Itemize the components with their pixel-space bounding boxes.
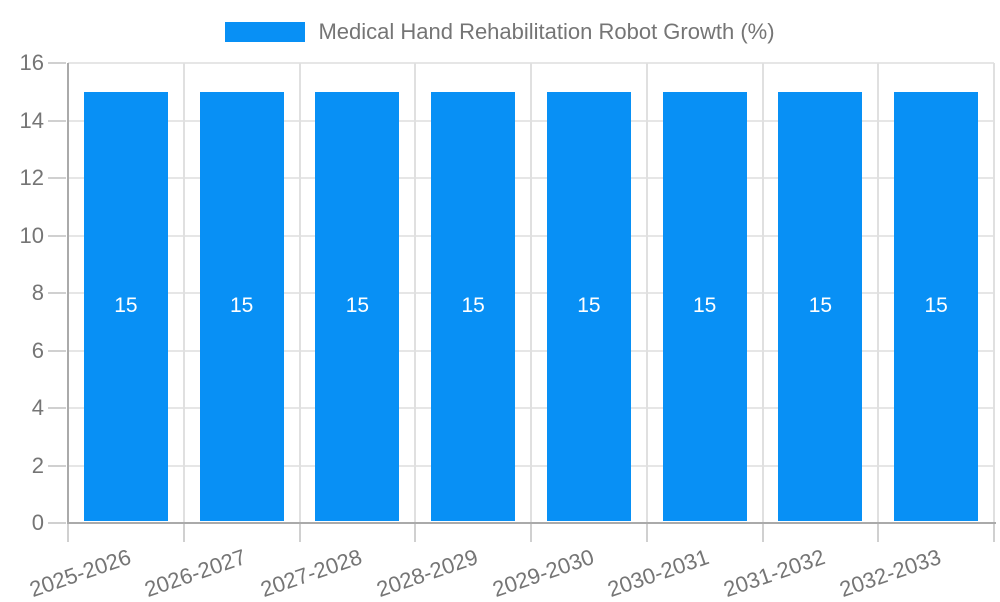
bar-value-label: 15 — [692, 294, 717, 318]
vertical-gridline — [993, 63, 995, 523]
x-axis-tick — [67, 523, 69, 542]
y-axis-tick — [48, 522, 66, 524]
bar[interactable]: 15 — [199, 91, 284, 521]
bar-value-label: 15 — [345, 294, 370, 318]
x-axis-tick — [877, 523, 880, 542]
bar[interactable]: 15 — [83, 91, 168, 521]
y-axis-tick — [48, 464, 66, 467]
y-axis-tick-label: 0 — [31, 510, 44, 535]
x-axis-tick — [645, 523, 648, 542]
x-axis-category-label: 2026-2027 — [141, 544, 250, 602]
bar[interactable]: 15 — [894, 91, 979, 521]
bar[interactable]: 15 — [778, 91, 863, 521]
bar[interactable]: 15 — [431, 91, 516, 521]
vertical-gridline — [414, 63, 417, 523]
y-axis-tick — [48, 292, 66, 294]
vertical-gridline — [645, 63, 648, 523]
y-axis-tick — [48, 407, 66, 409]
x-axis-category-label: 2030-2031 — [604, 544, 713, 602]
y-axis-tick — [48, 177, 66, 179]
bar-value-label: 15 — [461, 294, 485, 318]
y-axis-tick — [48, 119, 66, 122]
bar[interactable]: 15 — [315, 91, 400, 521]
x-axis-tick — [414, 523, 417, 542]
bar-value-label: 15 — [808, 294, 833, 318]
y-axis-tick-label: 12 — [19, 165, 44, 190]
x-axis-category-label: 2025-2026 — [26, 544, 134, 602]
vertical-gridline — [761, 63, 764, 523]
y-axis-tick-label: 6 — [31, 337, 44, 363]
bar-value-label: 15 — [114, 294, 138, 318]
legend-label[interactable]: Medical Hand Rehabilitation Robot Growth… — [318, 19, 775, 44]
x-axis-category-label: 2031-2032 — [720, 544, 829, 602]
y-axis-tick-label: 8 — [31, 280, 44, 305]
vertical-gridline — [877, 63, 880, 523]
y-axis-tick-label: 4 — [31, 395, 44, 420]
x-axis-line — [67, 522, 996, 524]
bar-value-label: 15 — [229, 294, 254, 318]
y-axis-tick-label: 16 — [19, 50, 44, 75]
x-axis-tick — [761, 523, 764, 542]
legend-swatch[interactable] — [225, 22, 306, 42]
x-axis-tick — [182, 523, 185, 542]
y-axis-tick — [48, 62, 66, 64]
x-axis-category-label: 2029-2030 — [489, 544, 597, 602]
vertical-gridline — [530, 63, 532, 523]
x-axis-tick — [530, 523, 532, 542]
plot-area: 0 2 4 6 8 10 12 14 16 15 15 15 15 15 15 15 15 2025-2026 20… — [20, 51, 996, 602]
x-axis-category-label: 2027-2028 — [257, 544, 366, 602]
y-axis-tick-label: 14 — [19, 107, 44, 133]
vertical-gridline — [298, 63, 301, 523]
bar-value-label: 15 — [924, 294, 948, 318]
y-axis-tick — [48, 234, 66, 237]
y-axis-tick-label: 2 — [31, 452, 44, 478]
y-axis-line — [67, 63, 69, 523]
bar[interactable]: 15 — [546, 91, 631, 521]
x-axis-tick — [993, 523, 995, 542]
bar-value-label: 15 — [577, 294, 601, 318]
x-axis-category-label: 2028-2029 — [373, 544, 481, 602]
y-axis-tick — [48, 349, 66, 352]
x-axis-category-label: 2032-2033 — [836, 544, 944, 602]
y-axis-tick-label: 10 — [19, 222, 44, 248]
bar[interactable]: 15 — [662, 91, 747, 521]
legend[interactable]: Medical Hand Rehabilitation Robot Growth… — [0, 20, 1000, 44]
vertical-gridline — [182, 63, 185, 523]
x-axis-tick — [298, 523, 301, 542]
